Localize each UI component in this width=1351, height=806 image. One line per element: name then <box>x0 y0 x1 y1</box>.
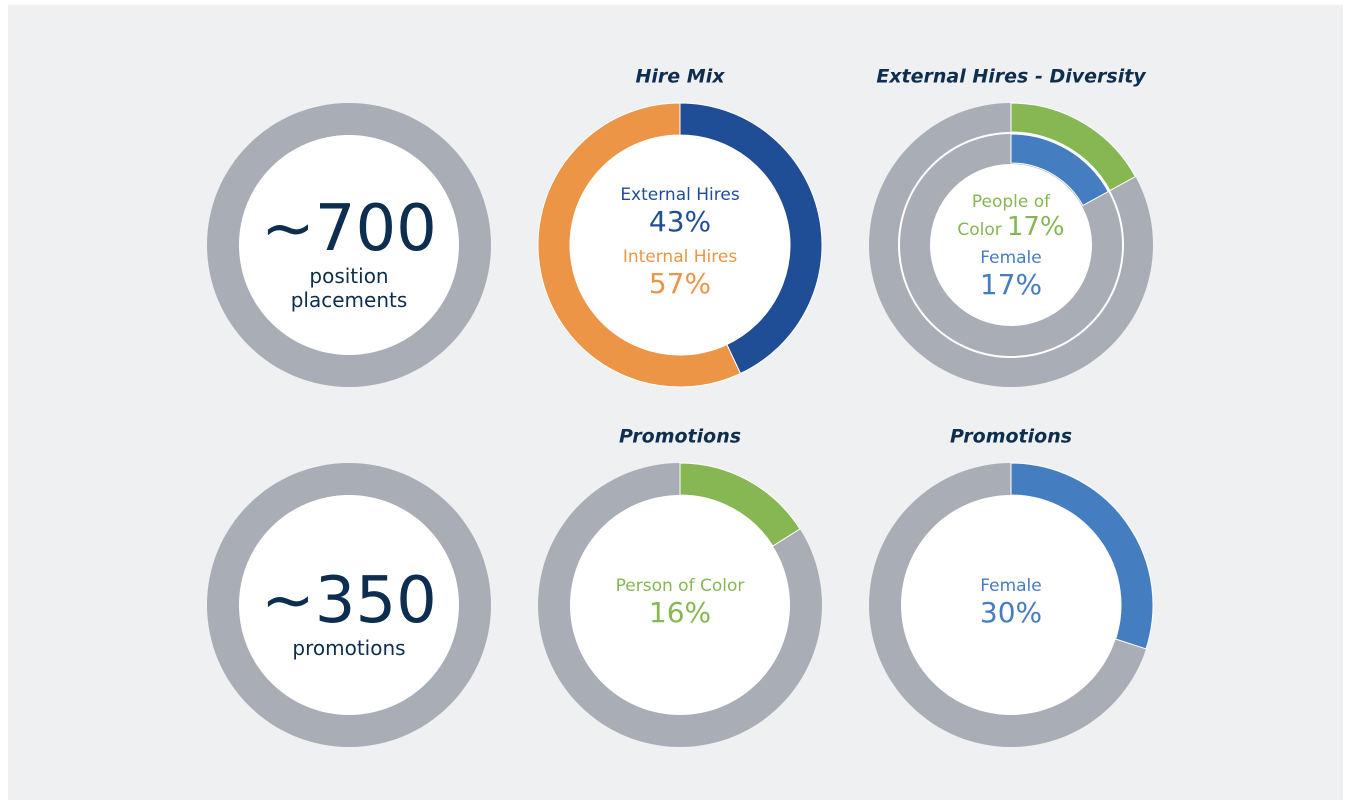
category-label: Person of Color <box>615 576 745 597</box>
chart-title: Promotions <box>618 425 742 448</box>
label-group: People of Color 17% <box>951 192 1071 244</box>
kpi-value: ~350 <box>261 563 437 638</box>
arc <box>1010 133 1109 207</box>
value-label: 16% <box>648 596 712 630</box>
ring-center <box>570 495 790 715</box>
category-label: People of Color <box>957 192 1051 241</box>
ring-center <box>570 135 790 355</box>
donut-text: External Hires 43% Internal Hires 57% <box>580 185 780 309</box>
value-label: 17% <box>1006 212 1065 243</box>
chart-title: Hire Mix <box>635 65 725 88</box>
ring-center <box>239 135 459 355</box>
category-label: Female <box>980 247 1042 268</box>
category-label: Female <box>980 576 1042 597</box>
label-group: External Hires 43% <box>580 185 780 239</box>
category-label: External Hires <box>620 185 740 206</box>
label-group: Person of Color 16% <box>580 576 780 630</box>
value-label: 57% <box>648 267 712 301</box>
value-label: 43% <box>648 205 712 239</box>
ring-center <box>901 495 1121 715</box>
chart-title: Promotions <box>949 425 1073 448</box>
donut-text: Female 30% <box>911 576 1111 638</box>
kpi-value: ~700 <box>261 191 437 266</box>
rings-text: People of Color 17% Female 17% <box>936 192 1086 306</box>
kpi-text: ~700 position placements <box>261 191 437 313</box>
label-group: Internal Hires 57% <box>580 247 780 301</box>
label-group: Female 30% <box>911 576 1111 630</box>
kpi-label: position placements <box>290 264 408 313</box>
ring-center <box>930 164 1092 326</box>
label-group: Female 17% <box>936 248 1086 302</box>
value-label: 17% <box>979 268 1043 302</box>
category-label: Internal Hires <box>622 247 738 267</box>
value-label: 30% <box>979 596 1043 630</box>
chart-title: External Hires - Diversity <box>876 65 1146 88</box>
kpi-text: ~350 promotions <box>261 563 437 661</box>
donut-text: Person of Color 16% <box>580 576 780 638</box>
kpi-label: promotions <box>292 636 406 661</box>
ring-center <box>239 495 459 715</box>
ring-separator <box>898 132 1124 358</box>
